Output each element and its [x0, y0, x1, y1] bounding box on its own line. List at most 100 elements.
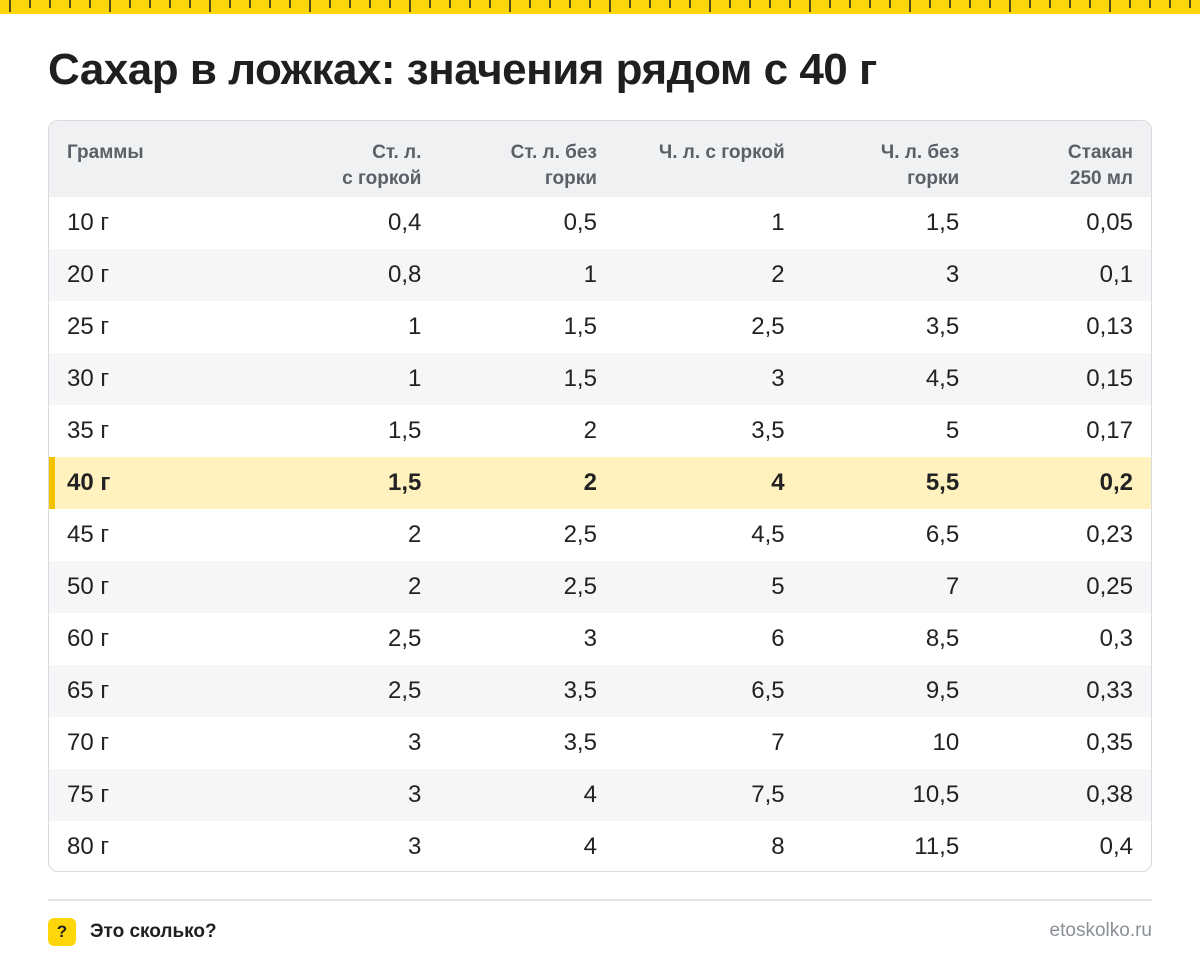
cell-value: 0,5 [563, 209, 597, 236]
cell-value: 3,5 [751, 417, 785, 444]
cell-value: 4 [583, 781, 597, 808]
cell-grams: 10 г [67, 209, 110, 236]
cell-value: 3,5 [563, 677, 597, 704]
cell-grams: 35 г [67, 417, 110, 444]
cell-value: 0,17 [1086, 417, 1133, 444]
cell-value: 2 [771, 261, 785, 288]
cell-value: 0,33 [1086, 677, 1133, 704]
cell-value: 7,5 [751, 781, 785, 808]
question-mark-icon: ? [48, 918, 76, 946]
table-row: 70 г 3 3,5 7 10 0,35 [49, 717, 1151, 769]
cell-value: 6 [771, 625, 785, 652]
cell-value: 0,2 [1099, 469, 1133, 496]
ruler-strip [0, 0, 1200, 14]
table-row: 60 г 2,5 3 6 8,5 0,3 [49, 613, 1151, 665]
table-row: 30 г 1 1,5 3 4,5 0,15 [49, 353, 1151, 405]
cell-value: 3 [408, 781, 422, 808]
cell-grams: 30 г [67, 365, 110, 392]
cell-grams: 75 г [67, 781, 110, 808]
cell-grams: 65 г [67, 677, 110, 704]
cell-value: 4 [583, 833, 597, 860]
footer-brand: ? Это сколько? [48, 918, 217, 946]
site-url[interactable]: etoskolko.ru [1049, 920, 1152, 941]
cell-value: 0,35 [1086, 729, 1133, 756]
cell-grams: 70 г [67, 729, 110, 756]
cell-value: 1 [408, 365, 422, 392]
cell-value: 4,5 [751, 521, 785, 548]
cell-value: 5,5 [925, 469, 960, 496]
cell-value: 1,5 [563, 313, 597, 340]
table-row: 65 г 2,5 3,5 6,5 9,5 0,33 [49, 665, 1151, 717]
table-row: 20 г 0,8 1 2 3 0,1 [49, 249, 1151, 301]
cell-value: 0,23 [1086, 521, 1133, 548]
cell-value: 3 [408, 833, 422, 860]
cell-value: 5 [945, 417, 960, 444]
page-title: Сахар в ложках: значения рядом с 40 г [48, 45, 877, 94]
cell-value: 2,5 [388, 677, 422, 704]
footer-divider [48, 899, 1152, 901]
cell-value: 0,8 [388, 261, 422, 288]
cell-value: 7 [945, 573, 960, 600]
cell-value: 1,5 [563, 365, 597, 392]
cell-grams: 45 г [67, 521, 110, 548]
sugar-table: Граммы Ст. л. с горкой Ст. л. без горки Ч.… [49, 121, 1151, 871]
table-header-row: Граммы Ст. л. с горкой Ст. л. без горки Ч.… [49, 121, 1151, 197]
cell-value: 2,5 [563, 521, 597, 548]
cell-value: 4,5 [925, 365, 960, 392]
cell-grams: 50 г [67, 573, 110, 600]
cell-value: 2 [583, 469, 597, 496]
header-tbsp-heaped: Ст. л. с горкой [342, 142, 422, 189]
cell-grams: 20 г [67, 261, 110, 288]
cell-grams: 80 г [67, 833, 110, 860]
cell-value: 1 [771, 209, 785, 236]
cell-value: 8,5 [925, 625, 960, 652]
cell-value: 2 [408, 521, 422, 548]
header-glass-250ml: Стакан 250 мл [1067, 142, 1133, 189]
cell-value: 2 [583, 417, 597, 444]
header-tbsp-level: Ст. л. без горки [510, 142, 597, 189]
header-grams: Граммы [67, 142, 144, 163]
table-row: 40 г 1,5 2 4 5,5 0,2 [49, 457, 1151, 509]
ruler-ticks [9, 0, 1191, 12]
cell-grams: 25 г [67, 313, 110, 340]
cell-value: 3,5 [925, 313, 960, 340]
cell-value: 1,5 [388, 469, 422, 496]
cell-value: 5 [771, 573, 785, 600]
cell-value: 8 [771, 833, 785, 860]
table-row: 45 г 2 2,5 4,5 6,5 0,23 [49, 509, 1151, 561]
cell-value: 4 [771, 469, 785, 496]
cell-value: 2,5 [388, 625, 422, 652]
cell-value: 0,15 [1086, 365, 1133, 392]
cell-value: 3 [945, 261, 960, 288]
cell-value: 0,4 [388, 209, 422, 236]
cell-value: 1,5 [925, 209, 960, 236]
cell-value: 3 [771, 365, 785, 392]
cell-value: 0,25 [1086, 573, 1133, 600]
table-row: 75 г 3 4 7,5 10,5 0,38 [49, 769, 1151, 821]
cell-grams: 60 г [67, 625, 110, 652]
table-row: 80 г 3 4 8 11,5 0,4 [49, 821, 1151, 871]
cell-value: 9,5 [925, 677, 960, 704]
cell-value: 3 [583, 625, 597, 652]
table-row: 10 г 0,4 0,5 1 1,5 0,05 [49, 197, 1151, 249]
cell-value: 1 [408, 313, 422, 340]
cell-value: 7 [771, 729, 785, 756]
cell-value: 0,1 [1099, 261, 1133, 288]
header-tsp-level: Ч. л. без горки [880, 142, 960, 189]
cell-value: 0,4 [1099, 833, 1133, 860]
brand-name: Это сколько? [90, 921, 217, 942]
cell-value: 0,38 [1086, 781, 1133, 808]
cell-value: 0,3 [1099, 625, 1133, 652]
cell-value: 2,5 [751, 313, 785, 340]
header-tsp-heaped: Ч. л. с горкой [658, 142, 785, 163]
table-row: 50 г 2 2,5 5 7 0,25 [49, 561, 1151, 613]
cell-value: 3,5 [563, 729, 597, 756]
cell-grams: 40 г [49, 457, 242, 509]
sugar-table-card: Граммы Ст. л. с горкой Ст. л. без горки Ч.… [48, 120, 1152, 872]
table-row: 35 г 1,5 2 3,5 5 0,17 [49, 405, 1151, 457]
cell-value: 1 [583, 261, 597, 288]
cell-value: 6,5 [751, 677, 785, 704]
cell-value: 0,05 [1086, 209, 1133, 236]
cell-value: 2,5 [563, 573, 597, 600]
cell-value: 1,5 [388, 417, 422, 444]
